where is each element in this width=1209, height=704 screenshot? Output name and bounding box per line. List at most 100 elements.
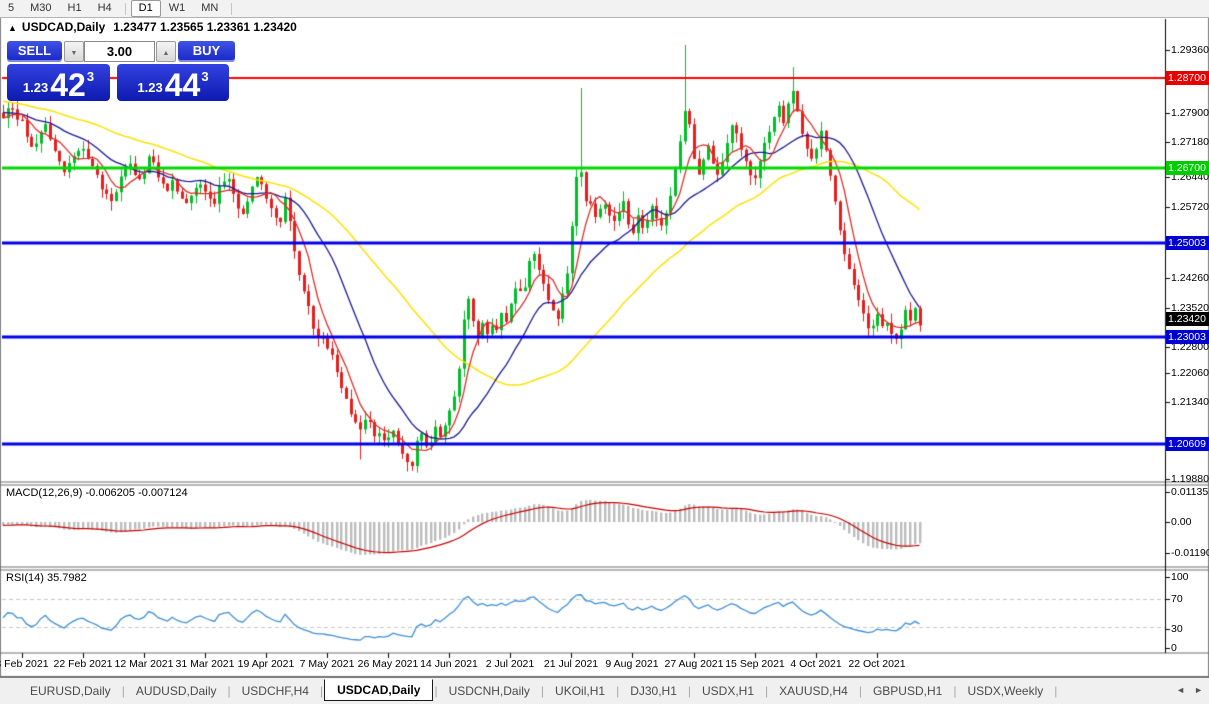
tab-separator-icon: |: [540, 684, 545, 698]
axis-tick-label: 0.00: [1171, 516, 1192, 528]
buy-price-small: 1.23: [137, 80, 163, 95]
date-axis-label: 27 Aug 2021: [664, 658, 724, 670]
axis-tick-label: 0: [1171, 642, 1177, 654]
timeframe-button-d1[interactable]: D1: [130, 0, 161, 17]
chart-tab-gbpusd-h1[interactable]: GBPUSD,H1: [872, 684, 943, 698]
chart-tab-usdcad-daily[interactable]: USDCAD,Daily: [324, 678, 434, 701]
tab-separator-icon: |: [319, 684, 324, 698]
date-axis-label: 22 Oct 2021: [848, 658, 906, 670]
date-axis-label: 9 Aug 2021: [605, 658, 659, 670]
collapse-triangle-icon[interactable]: ▲: [8, 23, 17, 33]
tab-scroll-nav: ◄ ►: [1176, 685, 1203, 695]
volume-decrease-button[interactable]: ▼: [64, 41, 84, 62]
timeframe-button-mn[interactable]: MN: [201, 2, 219, 14]
chart-tab-usdx-h1[interactable]: USDX,H1: [702, 684, 755, 698]
chart-ohlc-values: 1.23477 1.23565 1.23361 1.23420: [113, 20, 297, 34]
date-axis-label: 7 May 2021: [299, 658, 355, 670]
volume-input[interactable]: 3.00: [84, 41, 155, 62]
macd-indicator-label: MACD(12,26,9) -0.006205 -0.007124: [6, 487, 188, 499]
timeframe-button-h1[interactable]: H1: [67, 2, 82, 14]
tab-separator-icon: |: [227, 684, 231, 698]
sell-button[interactable]: SELL: [7, 41, 62, 62]
axis-tick-label: 1.27180: [1171, 136, 1209, 148]
toolbar-separator: [124, 2, 126, 15]
date-axis-label: 31 Mar 2021: [175, 658, 235, 670]
triangle-down-icon: ▼: [70, 50, 78, 57]
sell-price-sup: 3: [86, 69, 95, 84]
timeframe-button-w1[interactable]: W1: [168, 2, 186, 14]
rsi-indicator-label: RSI(14) 35.7982: [6, 572, 87, 584]
chart-tab-bar: EURUSD,Daily | AUDUSD,Daily | USDCHF,H4 | USDC…: [0, 677, 1209, 704]
sell-price-small: 1.23: [22, 80, 49, 95]
axis-tick-label: 1.24260: [1171, 272, 1209, 284]
tab-separator-icon: |: [1054, 684, 1058, 698]
axis-tick-label: 0.01135: [1171, 486, 1209, 498]
date-axis-label: 3 Feb 2021: [0, 658, 49, 670]
chart-tab-xauusd-h4[interactable]: XAUUSD,H4: [779, 684, 848, 698]
tab-separator-icon: |: [434, 684, 438, 698]
buy-price-big: 44: [164, 67, 201, 103]
date-axis-label: 19 Apr 2021: [237, 658, 295, 670]
date-axis-label: 22 Feb 2021: [53, 658, 113, 670]
axis-tick-label: 30: [1171, 623, 1183, 635]
tab-scroll-right-button[interactable]: ►: [1194, 685, 1203, 695]
rsi-name: RSI(14): [6, 572, 44, 584]
tab-separator-icon: |: [687, 684, 691, 698]
chart-tab-eurusd-daily[interactable]: EURUSD,Daily: [30, 684, 111, 698]
axis-tick-label: 70: [1171, 593, 1183, 605]
volume-increase-button[interactable]: ▲: [156, 41, 176, 62]
chart-tab-ukoil-h1[interactable]: UKOil,H1: [555, 684, 606, 698]
axis-tick-label: 1.27900: [1171, 107, 1209, 119]
timeframe-button-5[interactable]: 5: [8, 2, 15, 14]
chart-tab-audusd-daily[interactable]: AUDUSD,Daily: [135, 684, 217, 698]
axis-tick-label: -0.011904: [1171, 547, 1209, 559]
toolbar-separator: [231, 2, 233, 15]
tab-separator-icon: |: [616, 684, 620, 698]
sell-price-button[interactable]: 1.23 42 3: [7, 64, 110, 101]
triangle-up-icon: ▲: [162, 50, 170, 57]
tab-separator-icon: |: [765, 684, 769, 698]
price-level-label-red: 1.28700: [1166, 71, 1209, 85]
price-level-label-blue: 1.20609: [1166, 437, 1209, 451]
tab-separator-icon: |: [953, 684, 957, 698]
axis-tick-label: 1.23520: [1171, 302, 1209, 314]
tab-scroll-left-button[interactable]: ◄: [1176, 685, 1186, 695]
date-axis-label: 15 Sep 2021: [725, 658, 785, 670]
timeframe-button-h4[interactable]: H4: [97, 2, 112, 14]
axis-tick-label: 1.22800: [1171, 341, 1209, 353]
chart-symbol-label: USDCAD,Daily: [21, 20, 106, 34]
axis-tick-label: 1.22060: [1171, 367, 1209, 379]
date-axis-label: 26 May 2021: [357, 658, 419, 670]
chart-tab-usdcnh-daily[interactable]: USDCNH,Daily: [448, 684, 530, 698]
sell-price-big: 42: [50, 67, 86, 103]
timeframe-button-m30[interactable]: M30: [30, 2, 52, 14]
tab-separator-icon: |: [121, 684, 125, 698]
one-click-trading-panel: SELL ▼ 3.00 ▲ BUY 1.23 42 3 1.23 44 3: [7, 41, 235, 101]
chart-tab-dj30-h1[interactable]: DJ30,H1: [630, 684, 677, 698]
date-axis-label: 4 Oct 2021: [790, 658, 842, 670]
chart-title: ▲ USDCAD,Daily 1.23477 1.23565 1.23361 1.2…: [8, 20, 297, 34]
buy-button[interactable]: BUY: [178, 41, 235, 62]
date-axis-label: 2 Jul 2021: [485, 658, 535, 670]
axis-tick-label: 100: [1171, 571, 1189, 583]
price-level-label-green: 1.26700: [1166, 161, 1209, 175]
date-axis-label: 14 Jun 2021: [420, 658, 478, 670]
axis-tick-label: 1.21340: [1171, 396, 1209, 408]
timeframe-toolbar: 5 M30 H1 H4 D1 W1 MN: [0, 0, 1209, 18]
macd-values: -0.006205 -0.007124: [85, 487, 188, 499]
tab-separator-icon: |: [858, 684, 862, 698]
price-level-label-blue: 1.25003: [1166, 236, 1209, 250]
axis-tick-label: 1.29360: [1171, 44, 1209, 56]
rsi-value: 35.7982: [46, 572, 87, 584]
date-axis-label: 12 Mar 2021: [114, 658, 174, 670]
axis-tick-label: 1.19880: [1171, 473, 1209, 485]
buy-price-button[interactable]: 1.23 44 3: [117, 64, 229, 101]
axis-tick-label: 1.25720: [1171, 201, 1209, 213]
price-level-label-blue: 1.23003: [1166, 330, 1209, 344]
macd-name: MACD(12,26,9): [6, 487, 83, 499]
chart-tab-usdx-weekly[interactable]: USDX,Weekly: [967, 684, 1044, 698]
chart-tab-usdchf-h4[interactable]: USDCHF,H4: [241, 684, 309, 698]
price-level-label-black: 1.23420: [1166, 312, 1209, 326]
